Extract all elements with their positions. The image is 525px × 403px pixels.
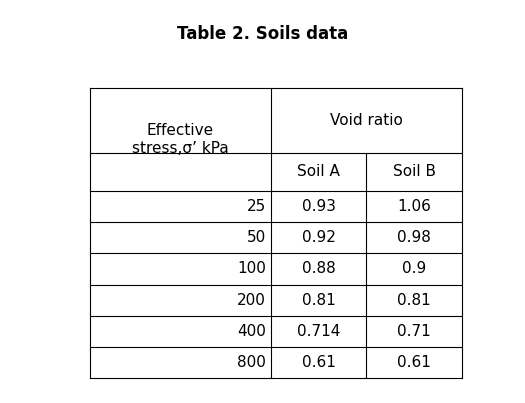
Text: 800: 800: [237, 355, 266, 370]
Text: 1.06: 1.06: [397, 199, 431, 214]
Text: 0.81: 0.81: [397, 293, 431, 307]
Text: 0.9: 0.9: [402, 262, 426, 276]
Text: 200: 200: [237, 293, 266, 307]
Text: Table 2. Soils data: Table 2. Soils data: [177, 25, 348, 43]
Text: 0.93: 0.93: [302, 199, 335, 214]
Text: 25: 25: [246, 199, 266, 214]
Text: 0.98: 0.98: [397, 230, 431, 245]
Text: Effective
stress,σ’ kPa: Effective stress,σ’ kPa: [132, 123, 229, 156]
Text: 0.714: 0.714: [297, 324, 340, 339]
Text: 0.88: 0.88: [302, 262, 335, 276]
Text: 0.61: 0.61: [302, 355, 335, 370]
Text: 400: 400: [237, 324, 266, 339]
Text: 50: 50: [246, 230, 266, 245]
Text: 100: 100: [237, 262, 266, 276]
Text: Void ratio: Void ratio: [330, 113, 403, 128]
Text: Soil A: Soil A: [297, 164, 340, 179]
Text: 0.61: 0.61: [397, 355, 431, 370]
Text: 0.81: 0.81: [302, 293, 335, 307]
Text: 0.92: 0.92: [302, 230, 335, 245]
Text: Soil B: Soil B: [393, 164, 436, 179]
Text: 0.71: 0.71: [397, 324, 431, 339]
